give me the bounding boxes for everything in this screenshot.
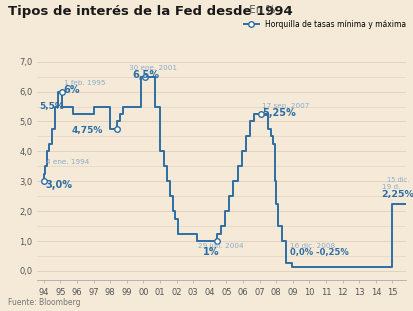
Text: 4,75%: 4,75%: [71, 126, 102, 135]
Text: 3,0%: 3,0%: [45, 180, 72, 190]
Text: 17 sep. 2007: 17 sep. 2007: [261, 103, 309, 109]
Text: 19 d.: 19 d.: [381, 183, 399, 190]
Text: 0,0% -0,25%: 0,0% -0,25%: [290, 248, 348, 258]
Text: 30 ene. 2001: 30 ene. 2001: [128, 65, 176, 71]
Text: 6%: 6%: [64, 85, 80, 95]
Text: 5,25%: 5,25%: [261, 108, 295, 118]
Text: 15 dic.: 15 dic.: [387, 177, 409, 183]
Text: 6,5%: 6,5%: [133, 70, 159, 80]
Text: 16 dic. 2008: 16 dic. 2008: [290, 243, 335, 248]
Text: 2,25%: 2,25%: [381, 190, 413, 199]
Text: 1%: 1%: [203, 248, 219, 258]
Text: 4 ene. 1994: 4 ene. 1994: [45, 159, 89, 165]
Text: Tipos de interés de la Fed desde 1994: Tipos de interés de la Fed desde 1994: [8, 5, 292, 18]
Text: En %: En %: [246, 5, 275, 15]
Text: 29 jun. 2004: 29 jun. 2004: [198, 243, 243, 248]
Text: 1 feb. 1995: 1 feb. 1995: [64, 80, 105, 86]
Text: Fuente: Bloomberg: Fuente: Bloomberg: [8, 298, 81, 307]
Legend: Horquilla de tasas mínima y máxima: Horquilla de tasas mínima y máxima: [240, 17, 408, 32]
Text: 5,5%: 5,5%: [39, 102, 64, 111]
